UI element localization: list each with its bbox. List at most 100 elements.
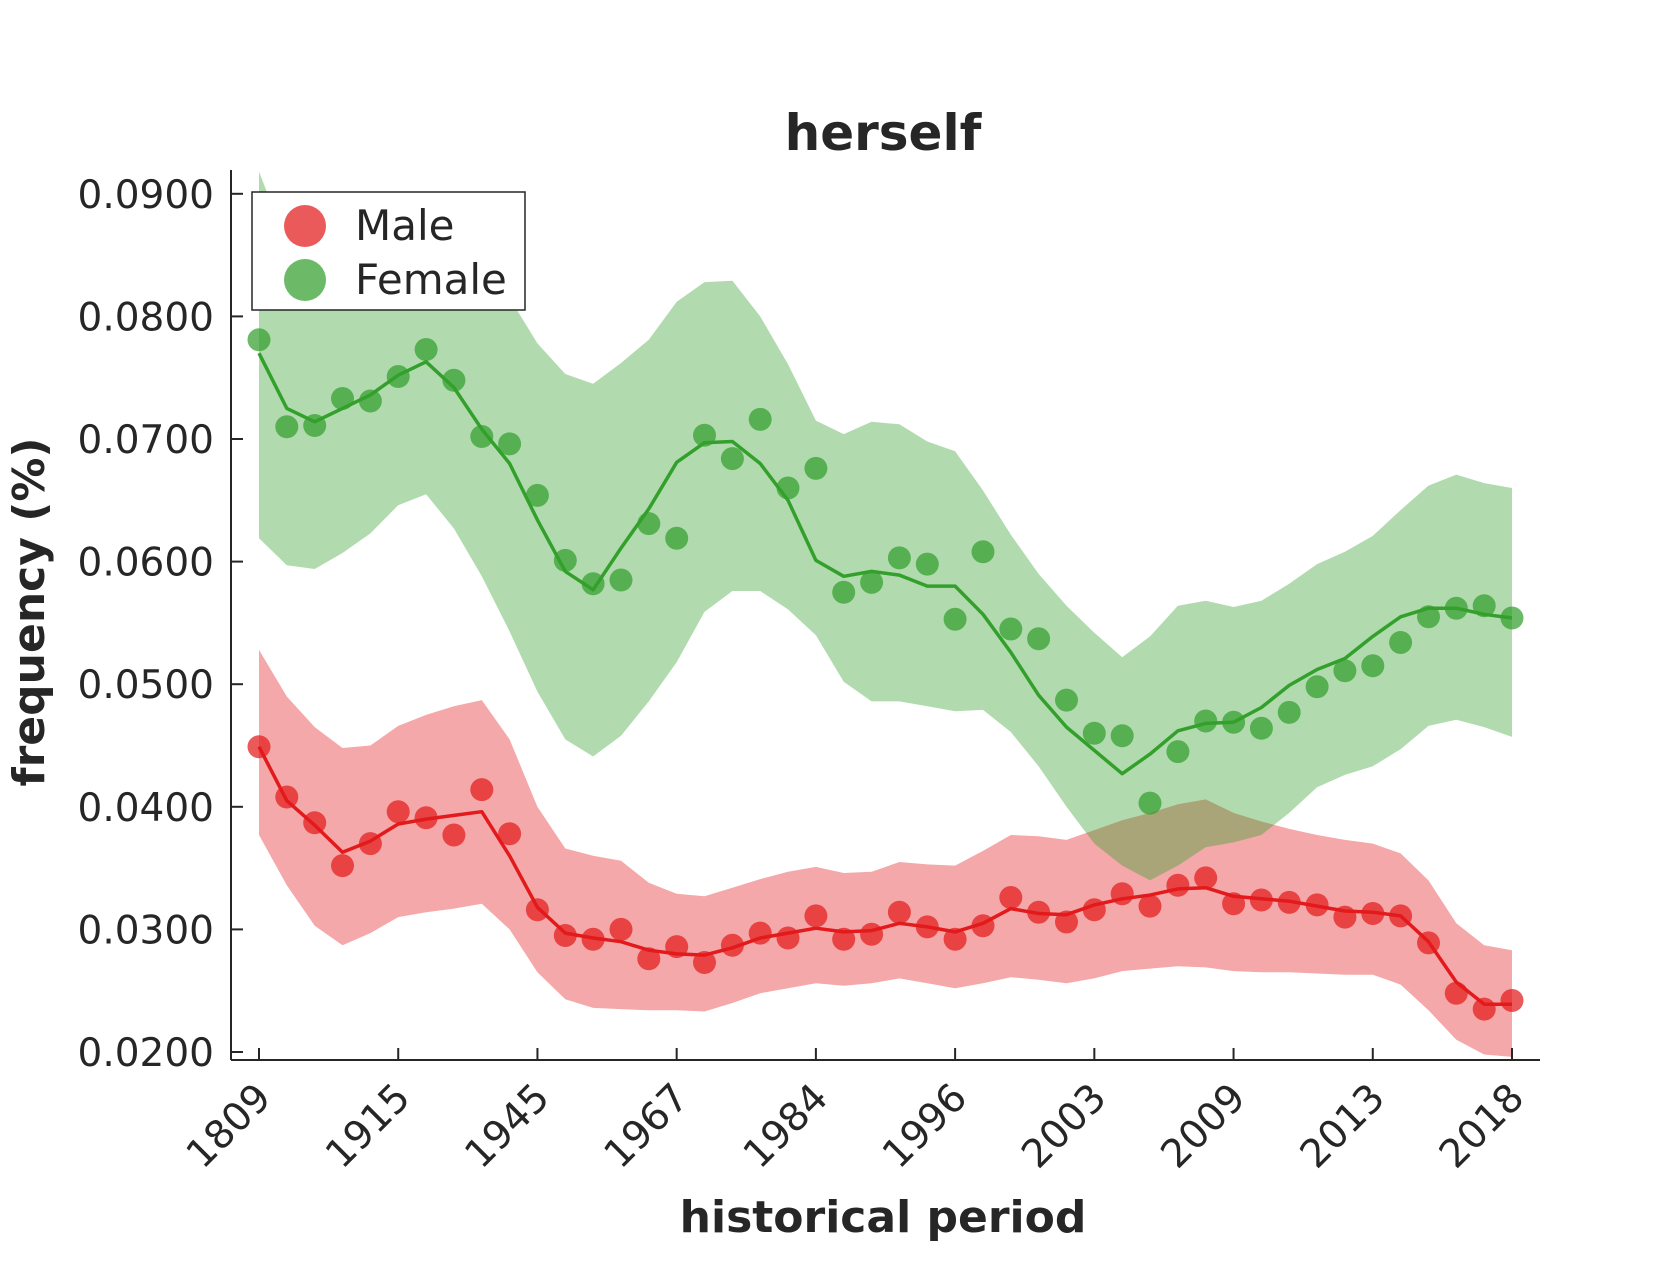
data-point-female — [804, 456, 828, 480]
data-point-female — [860, 570, 884, 594]
data-point-female — [1333, 659, 1357, 683]
data-point-female — [581, 572, 605, 596]
data-point-female — [247, 328, 271, 352]
data-point-female — [525, 483, 549, 507]
data-point-male — [1277, 890, 1301, 914]
band-male — [259, 649, 1512, 1057]
data-point-male — [1249, 888, 1273, 912]
data-point-male — [1305, 893, 1329, 917]
legend: Male Female — [251, 191, 526, 311]
data-point-female — [1305, 675, 1329, 699]
legend-label-male: Male — [355, 201, 454, 250]
y-tick-label: 0.0700 — [78, 418, 214, 463]
data-point-male — [247, 735, 271, 759]
data-point-female — [1166, 740, 1190, 764]
data-point-female — [553, 548, 577, 572]
data-point-female — [720, 447, 744, 471]
data-point-female — [609, 568, 633, 592]
trend-line-female — [257, 352, 1513, 776]
data-point-male — [1110, 882, 1134, 906]
data-points — [247, 328, 1524, 1021]
data-point-male — [553, 924, 577, 947]
data-point-male — [748, 921, 772, 945]
data-point-female — [275, 415, 299, 439]
confidence-bands — [259, 171, 1512, 1057]
data-point-male — [1417, 931, 1440, 955]
data-point-female — [1055, 688, 1078, 712]
data-point-female — [915, 552, 939, 576]
x-tick-label: 2018 — [1431, 1075, 1533, 1177]
data-point-female — [1138, 791, 1162, 815]
legend-label-female: Female — [355, 255, 507, 304]
data-point-male — [498, 822, 522, 846]
data-point-female — [999, 617, 1023, 641]
data-point-female — [331, 387, 354, 410]
x-tick-label: 1967 — [596, 1075, 698, 1177]
x-axis-label: historical period — [680, 1192, 1087, 1243]
data-point-male — [1222, 892, 1246, 916]
data-point-female — [637, 512, 661, 536]
data-point-male — [943, 927, 967, 951]
data-point-female — [1082, 721, 1106, 745]
y-axis-label: frequency (%) — [4, 437, 55, 786]
data-point-female — [1361, 654, 1385, 678]
data-point-male — [915, 915, 939, 939]
data-point-female — [303, 414, 327, 437]
data-point-female — [1500, 606, 1524, 630]
y-tick-label: 0.0800 — [78, 295, 214, 340]
data-point-male — [303, 811, 327, 835]
x-tick-label: 1996 — [874, 1075, 976, 1177]
data-point-female — [442, 368, 466, 392]
data-point-female — [1417, 605, 1440, 629]
data-point-male — [887, 900, 911, 924]
data-point-male — [1333, 905, 1357, 929]
data-point-male — [804, 904, 828, 928]
data-point-male — [1361, 902, 1385, 925]
data-point-male — [665, 935, 689, 959]
data-point-female — [971, 540, 995, 564]
data-point-male — [720, 933, 744, 957]
data-point-male — [1166, 873, 1190, 897]
data-point-female — [1277, 700, 1301, 724]
data-point-male — [776, 926, 800, 950]
data-point-male — [1055, 910, 1078, 934]
data-point-male — [971, 914, 995, 938]
data-point-male — [609, 917, 633, 941]
data-point-female — [693, 423, 716, 447]
data-point-female — [1472, 594, 1496, 618]
data-point-male — [1027, 900, 1051, 924]
data-point-female — [358, 389, 382, 413]
data-point-female — [1110, 724, 1134, 748]
data-point-female — [1222, 710, 1246, 734]
data-point-female — [776, 476, 800, 500]
data-point-male — [331, 854, 354, 878]
data-point-female — [1389, 631, 1413, 654]
trend-lines — [257, 352, 1513, 1006]
data-point-female — [1194, 709, 1218, 733]
data-point-male — [470, 778, 494, 802]
data-point-male — [1082, 898, 1106, 922]
legend-marker-male — [284, 205, 326, 247]
data-point-male — [999, 886, 1023, 909]
data-point-male — [525, 898, 549, 922]
x-tick-label: 1915 — [317, 1075, 419, 1177]
y-tick-label: 0.0600 — [78, 541, 214, 586]
x-tick-label: 2009 — [1153, 1075, 1255, 1177]
data-point-male — [1444, 981, 1468, 1005]
data-point-female — [386, 365, 410, 388]
y-tick-label: 0.0300 — [78, 908, 214, 953]
chart-title: herself — [785, 104, 983, 162]
data-point-male — [1500, 989, 1524, 1012]
y-tick-label: 0.0900 — [78, 173, 214, 218]
data-point-female — [498, 432, 522, 456]
data-point-male — [358, 832, 382, 856]
trend-line-male — [257, 745, 1512, 1006]
data-point-male — [860, 922, 884, 946]
data-point-female — [1444, 596, 1468, 620]
data-point-male — [581, 927, 605, 951]
data-point-female — [832, 580, 856, 604]
data-point-female — [665, 526, 689, 550]
band-female — [259, 171, 1512, 881]
x-tick-label: 1809 — [178, 1075, 280, 1177]
